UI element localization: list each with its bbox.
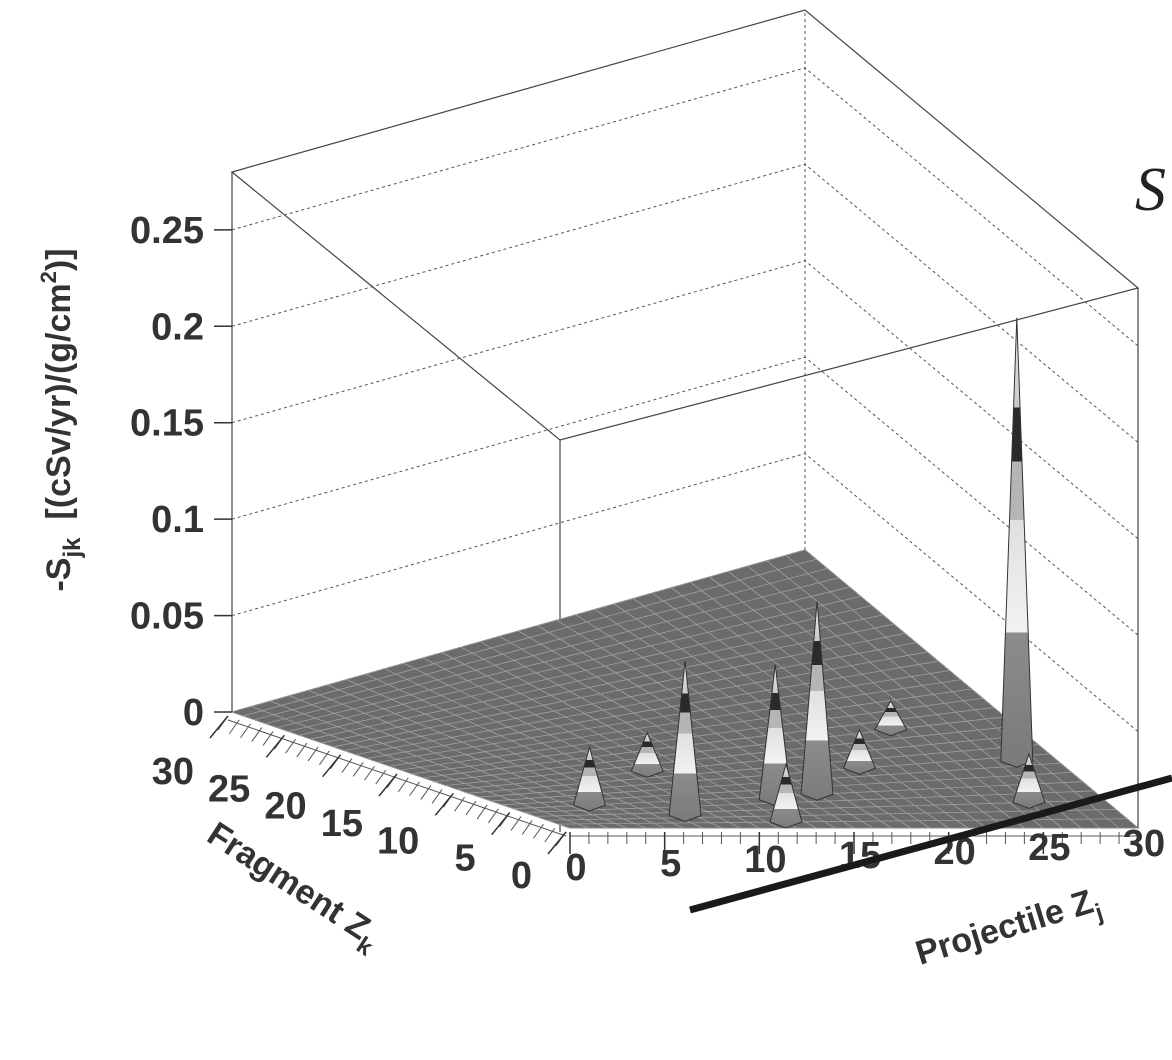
plot: 00.050.10.150.20.250 5 10 15 20 25 30051015202… xyxy=(130,9,1165,897)
y-tick-label: 25 xyxy=(208,768,250,810)
z-title-sup: 2 xyxy=(36,271,61,283)
y-tick-label: 5 xyxy=(455,838,476,880)
x-title-main: Projectile Z xyxy=(911,883,1097,973)
z-title-end: )] xyxy=(40,248,78,271)
y-tick xyxy=(491,812,511,836)
floor-grid xyxy=(254,568,828,721)
y-tick-label: 10 xyxy=(377,820,419,862)
z-tick-label: 0.05 xyxy=(130,596,204,638)
y-minor-tick xyxy=(431,789,443,804)
spike xyxy=(800,601,834,801)
floor-front xyxy=(227,719,567,837)
floor-grid xyxy=(276,586,850,728)
x-tick-label: 0 xyxy=(565,847,586,889)
spike xyxy=(842,728,877,775)
z-tick-label: 0.2 xyxy=(151,306,204,348)
spike xyxy=(874,699,908,737)
floor-grid xyxy=(785,555,1120,829)
y-minor-tick xyxy=(318,750,330,766)
y-minor-tick xyxy=(533,823,544,839)
y-minor-tick xyxy=(228,719,240,735)
x-axis-title: Projectile Zj xyxy=(911,881,1106,981)
floor-grid xyxy=(766,560,1101,829)
y-tick-label: 30 xyxy=(152,751,194,793)
y-minor-tick xyxy=(476,804,488,820)
y-minor-tick xyxy=(240,723,251,739)
y-minor-tick xyxy=(251,727,263,742)
floor-grid xyxy=(265,577,839,724)
grid-line xyxy=(231,67,1139,347)
z-axis-title: -Sjk [(cSv/yr)/(g/cm2)] xyxy=(36,248,86,591)
x-tick-label: 30 xyxy=(1123,823,1165,865)
y-minor-tick xyxy=(409,781,420,797)
spike xyxy=(572,745,607,812)
z-tick-label: 0.15 xyxy=(130,403,204,445)
y-minor-tick xyxy=(454,796,466,812)
y-minor-tick xyxy=(307,746,319,762)
y-minor-tick xyxy=(375,769,387,785)
y-tick xyxy=(378,773,398,797)
grid-line xyxy=(231,163,1139,443)
y-minor-tick xyxy=(544,827,556,843)
y-minor-tick xyxy=(352,762,364,777)
x-tick-label: 25 xyxy=(1028,827,1070,869)
y-minor-tick xyxy=(510,816,522,831)
y-tick-label: 15 xyxy=(321,803,363,845)
z-title-sub: jk xyxy=(59,537,86,559)
grid-line xyxy=(231,356,1139,636)
y-minor-tick xyxy=(364,765,375,781)
floor-grid xyxy=(231,549,806,713)
spike xyxy=(668,661,702,823)
y-minor-tick xyxy=(420,785,432,800)
y-minor-tick xyxy=(487,808,499,824)
box-top xyxy=(230,9,1140,441)
z-tick-label: 0 xyxy=(183,692,204,734)
y-tick-label: 0 xyxy=(511,855,532,897)
y-tick xyxy=(547,831,567,855)
z-tick-label: 0.25 xyxy=(130,210,204,252)
y-tick xyxy=(209,715,229,739)
y-minor-tick xyxy=(296,742,308,758)
y-minor-tick xyxy=(521,820,533,835)
y-tick xyxy=(434,792,454,816)
spike xyxy=(630,731,664,778)
y-minor-tick xyxy=(465,800,477,816)
z-title-main: -S xyxy=(40,558,78,592)
grid-line xyxy=(231,260,1139,540)
floor-grid xyxy=(728,571,1063,829)
spike xyxy=(1000,317,1034,768)
annotation: S xyxy=(1135,156,1166,224)
spike xyxy=(769,762,803,829)
x-tick-label: 10 xyxy=(744,839,786,881)
y-tick xyxy=(265,734,285,758)
y-minor-tick xyxy=(341,758,353,773)
floor-grid xyxy=(243,558,817,717)
y-minor-tick xyxy=(285,738,297,754)
spike xyxy=(1012,752,1046,809)
y-minor-tick xyxy=(262,731,274,746)
z-tick-label: 0.1 xyxy=(151,499,204,541)
floor-grid xyxy=(288,595,861,732)
marker-line xyxy=(689,774,1172,914)
floor-grid xyxy=(804,549,1139,829)
y-tick xyxy=(322,754,342,778)
y-tick-label: 20 xyxy=(264,786,306,828)
z-title-unit: [(cSv/yr)/(g/cm xyxy=(40,283,78,519)
x-tick-label: 5 xyxy=(660,843,681,885)
y-minor-tick xyxy=(397,777,409,793)
